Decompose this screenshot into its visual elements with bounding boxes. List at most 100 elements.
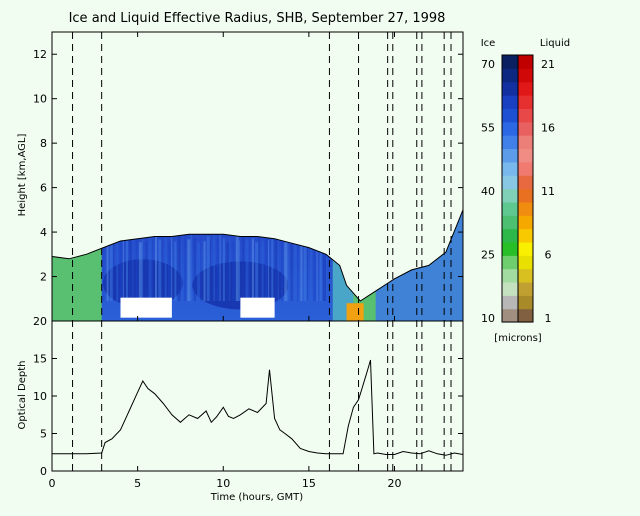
colorbar-liquid-swatch: [518, 308, 533, 323]
missing-data-gap: [120, 297, 172, 318]
colorbar-ice-swatch: [502, 281, 518, 296]
height-tick-label: 12: [33, 48, 47, 61]
time-tick-label: 0: [49, 477, 56, 490]
heatmap-streak: [251, 238, 254, 301]
colorbar-liquid-frame: [517, 54, 534, 323]
colorbar-ice-swatch: [502, 95, 518, 109]
heatmap-streak: [209, 240, 211, 301]
heatmap-streak: [213, 235, 216, 301]
colorbar-liquid-swatch: [518, 121, 533, 136]
colorbar-liquid-swatch: [518, 135, 533, 150]
optical-depth-tick-label: 20: [33, 315, 47, 328]
time-tick-label: 10: [216, 477, 230, 490]
colorbar-ice-swatch: [502, 135, 518, 150]
heatmap-streak: [193, 238, 196, 301]
heatmap-streak: [287, 237, 289, 301]
colorbar-liquid-swatch: [518, 241, 533, 256]
heatmap-streak: [126, 235, 128, 301]
heatmap-streak: [103, 234, 105, 301]
heatmap-streak: [274, 239, 278, 301]
colorbar-ice-swatch: [502, 188, 518, 203]
missing-data-gap: [240, 297, 275, 318]
heatmap-streak: [177, 236, 181, 301]
heatmap-streak: [206, 236, 210, 301]
colorbar-ice-label: Ice: [481, 38, 496, 49]
heatmap-streak: [319, 241, 322, 301]
colorbar-ice-swatch: [502, 108, 518, 123]
colorbar-liquid-label: Liquid: [540, 38, 570, 49]
heatmap-streak: [200, 237, 202, 301]
time-tick-label: 20: [388, 477, 402, 490]
colorbar-ice-tick-label: 70: [481, 58, 495, 71]
optical-depth-tick-label: 15: [33, 353, 47, 366]
heatmap-streak: [264, 236, 268, 301]
heatmap-streak: [239, 240, 240, 301]
colorbar-ice-scale: [502, 55, 518, 323]
heatmap-streak: [255, 242, 259, 301]
heatmap-streak: [284, 242, 288, 301]
colorbar-ice-swatch: [502, 215, 518, 230]
heatmap-streak: [148, 236, 152, 301]
heatmap-streak: [138, 242, 142, 301]
colorbar-ice-tick-label: 25: [481, 249, 495, 262]
heatmap-streak: [219, 234, 221, 301]
optical-depth-panel: 0 5 10 15 20 0 5 10 15 20 Optical Depth Time (hou…: [17, 315, 464, 503]
optical-depth-line: [52, 359, 464, 456]
colorbar-liquid-swatch: [518, 68, 533, 83]
chart-title: Ice and Liquid Effective Radius, SHB, Se…: [69, 11, 446, 26]
heatmap-streak: [268, 240, 270, 301]
height-axis: 2 4 6 8 10 12: [33, 32, 463, 321]
heatmap-streak: [316, 237, 318, 301]
missing-data-gaps: [120, 297, 275, 318]
heatmap-streak: [261, 241, 264, 301]
colorbar-liquid-swatch: [518, 281, 533, 296]
optical-depth-tick-label: 0: [40, 465, 47, 478]
heatmap-streak: [258, 237, 260, 301]
colorbar-liquid-swatch: [518, 108, 533, 123]
heatmap-streak: [155, 235, 157, 301]
height-axis-label: Height [km,AGL]: [17, 134, 28, 217]
heatmap-streak: [164, 238, 167, 301]
heatmap-streak: [248, 234, 250, 301]
colorbar-liquid-swatch: [518, 268, 533, 283]
colorbar-ice-swatch: [502, 55, 518, 69]
colorbar-ticks: 70 55 40 25 10 21 16 11 6 1: [481, 58, 555, 325]
colorbar-ice-swatch: [502, 81, 518, 96]
time-tick-label: 15: [302, 477, 316, 490]
heatmap-streak: [326, 240, 328, 301]
heatmap-streak: [119, 236, 123, 301]
colorbar-liquid-swatch: [518, 228, 533, 243]
heatmap-streak: [242, 235, 245, 301]
radius-panel: 2 4 6 8 10 12 Height [km,AGL]: [17, 31, 464, 322]
height-tick-label: 6: [40, 182, 47, 195]
heatmap-streak: [293, 236, 297, 301]
colorbar-liquid-swatch: [518, 81, 533, 96]
heatmap-streak: [245, 239, 249, 301]
optical-depth-panel-frame: [51, 320, 464, 472]
heatmap-streak: [180, 240, 182, 301]
heatmap-streak: [235, 236, 239, 301]
colorbar-ice-swatch: [502, 148, 518, 163]
heatmap-streak: [113, 237, 115, 301]
heatmap-streak: [145, 241, 148, 301]
optical-depth-axis-label: Optical Depth: [17, 361, 28, 430]
colorbar-ice-swatch: [502, 201, 518, 216]
heatmap-streak: [171, 237, 173, 301]
time-tick-label: 5: [134, 477, 141, 490]
heatmap-streak: [313, 242, 317, 301]
colorbar-ice-tick-label: 40: [481, 185, 495, 198]
height-tick-label: 2: [40, 271, 47, 284]
heatmap-streak: [232, 241, 235, 301]
colorbar-liquid-tick-label: 21: [541, 58, 555, 71]
colorbar-ice-tick-label: 10: [481, 312, 495, 325]
colorbar-ice-swatch: [502, 161, 518, 176]
optical-depth-axes: 0 5 10 15 20 0 5 10 15 20: [33, 315, 463, 490]
event-markers: [72, 32, 452, 471]
colorbar-unit-label: [microns]: [494, 333, 541, 344]
optical-depth-tick-label: 5: [40, 428, 47, 441]
heatmap-streak: [129, 239, 133, 301]
heatmap-streak: [281, 238, 283, 301]
heatmap-streak: [323, 236, 326, 301]
heatmap-streak: [122, 240, 124, 301]
